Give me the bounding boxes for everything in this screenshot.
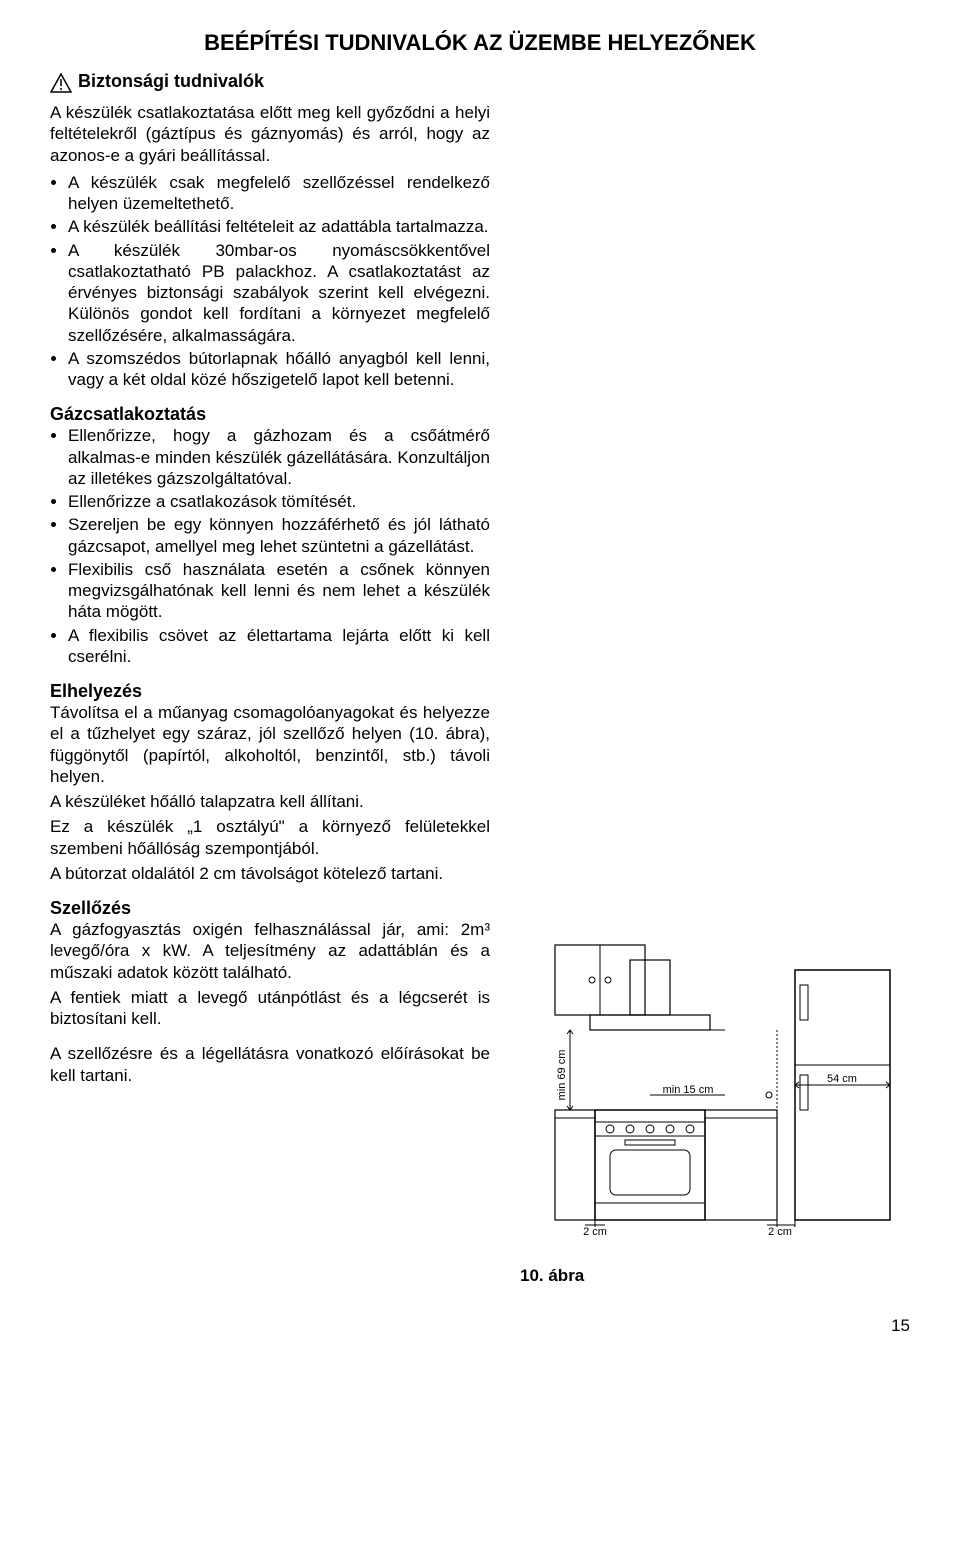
placement-diagram: min 69 cm min 15 cm 54 cm 2 cm	[520, 935, 900, 1255]
svg-text:2 cm: 2 cm	[583, 1226, 607, 1238]
right-column: min 69 cm min 15 cm 54 cm 2 cm	[520, 71, 910, 1286]
svg-text:54 cm: 54 cm	[827, 1073, 857, 1085]
left-column: Biztonsági tudnivalók A készülék csatlak…	[50, 71, 490, 1286]
svg-text:min 15 cm: min 15 cm	[663, 1084, 714, 1096]
list-item: A készülék beállítási feltételeit az ada…	[68, 216, 490, 237]
figure-label: 10. ábra	[520, 1266, 910, 1286]
svg-text:2 cm: 2 cm	[768, 1226, 792, 1238]
section-heading-gas: Gázcsatlakoztatás	[50, 404, 490, 425]
safety-intro: A készülék csatlakoztatása előtt meg kel…	[50, 102, 490, 166]
placement-para: Ez a készülék „1 osztályú" a környező fe…	[50, 816, 490, 859]
list-item: Ellenőrizze a csatlakozások tömítését.	[68, 491, 490, 512]
section-heading-ventilation: Szellőzés	[50, 898, 490, 919]
placement-para: A bútorzat oldalától 2 cm távolságot köt…	[50, 863, 490, 884]
ventilation-note: A szellőzésre és a légellátásra vonatkoz…	[50, 1043, 490, 1086]
section-heading-safety: Biztonsági tudnivalók	[78, 71, 264, 92]
section-heading-placement: Elhelyezés	[50, 681, 490, 702]
list-item: A flexibilis csövet az élettartama lejár…	[68, 625, 490, 668]
safety-bullets: A készülék csak megfelelő szellőzéssel r…	[50, 172, 490, 391]
placement-para: A készüléket hőálló talapzatra kell állí…	[50, 791, 490, 812]
svg-text:min 69 cm: min 69 cm	[556, 1050, 568, 1101]
placement-para: Távolítsa el a műanyag csomagolóanyagoka…	[50, 702, 490, 787]
list-item: A készülék 30mbar-os nyomáscsökkentővel …	[68, 240, 490, 346]
ventilation-para: A gázfogyasztás oxigén felhasználással j…	[50, 919, 490, 983]
list-item: Szereljen be egy könnyen hozzáférhető és…	[68, 514, 490, 557]
page-number: 15	[50, 1316, 910, 1336]
ventilation-para: A fentiek miatt a levegő utánpótlást és …	[50, 987, 490, 1030]
list-item: A készülék csak megfelelő szellőzéssel r…	[68, 172, 490, 215]
list-item: Ellenőrizze, hogy a gázhozam és a csőátm…	[68, 425, 490, 489]
list-item: Flexibilis cső használata esetén a csőne…	[68, 559, 490, 623]
list-item: A szomszédos bútorlapnak hőálló anyagból…	[68, 348, 490, 391]
gas-bullets: Ellenőrizze, hogy a gázhozam és a csőátm…	[50, 425, 490, 667]
page-title: BEÉPÍTÉSI TUDNIVALÓK AZ ÜZEMBE HELYEZŐNE…	[50, 30, 910, 56]
warning-icon	[50, 73, 72, 98]
